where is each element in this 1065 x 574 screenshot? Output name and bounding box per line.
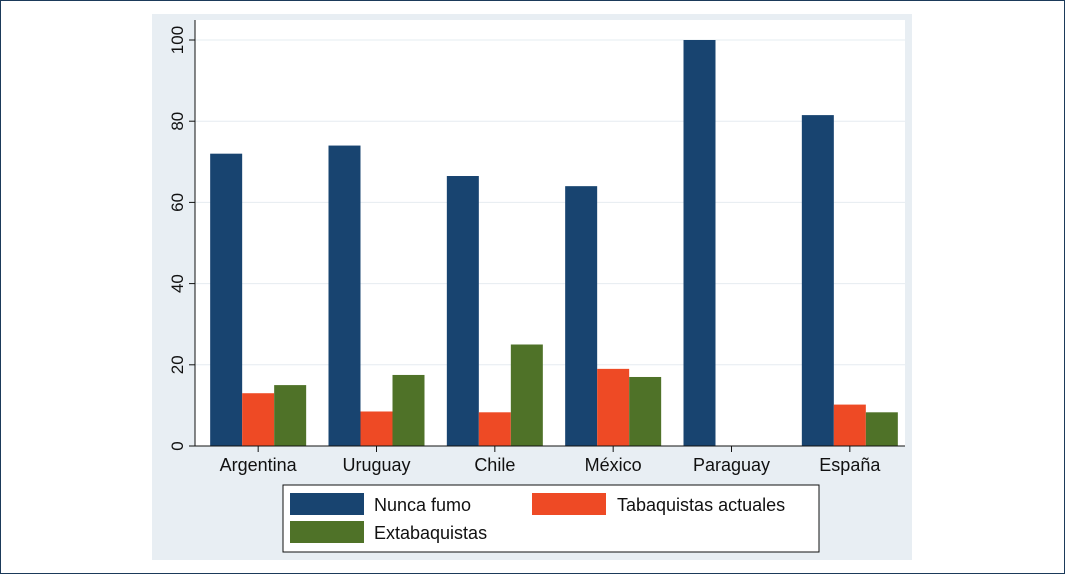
bar-tabaquistas-actuales [597,368,630,446]
x-tick-label: Chile [474,455,515,475]
legend-label-nunca-fumo: Nunca fumo [374,495,471,515]
y-tick-label: 0 [168,441,187,450]
bar-nunca-fumo [210,153,243,446]
y-axis: 0 20 40 60 80 100 [168,20,196,451]
gridlines [195,39,905,366]
plot-area [195,20,905,446]
bar-tabaquistas-actuales [360,411,393,446]
bar-extabaquistas [274,385,307,446]
legend-swatch-extabaquistas [290,521,364,543]
x-tick-label: Uruguay [342,455,410,475]
bar-tabaquistas-actuales [242,393,275,446]
x-tick-label: Argentina [220,455,298,475]
x-tick-label: España [819,455,881,475]
legend-label-extabaquistas: Extabaquistas [374,523,487,543]
legend-label-tabaquistas-actuales: Tabaquistas actuales [617,495,785,515]
y-tick-label: 100 [168,26,187,54]
bar-nunca-fumo [328,145,361,446]
bar-extabaquistas [392,374,425,446]
legend-swatch-nunca-fumo [290,493,364,515]
bar-nunca-fumo [446,176,479,446]
bar-nunca-fumo [565,186,598,446]
bar-tabaquistas-actuales [478,412,511,446]
bars [210,40,898,447]
x-tick-label: Paraguay [693,455,770,475]
bar-nunca-fumo [801,115,834,447]
bar-nunca-fumo [683,40,716,446]
x-tick-label: México [585,455,642,475]
y-tick-label: 20 [168,355,187,374]
y-tick-label: 40 [168,274,187,293]
y-tick-label: 80 [168,112,187,131]
legend: Nunca fumo Tabaquistas actuales Extabaqu… [282,484,820,553]
bar-extabaquistas [629,376,662,446]
y-tick-label: 60 [168,193,187,212]
bar-extabaquistas [510,344,543,446]
bar-extabaquistas [865,412,898,446]
legend-swatch-tabaquistas-actuales [532,493,606,515]
bar-tabaquistas-actuales [833,404,866,446]
x-axis: Argentina Uruguay Chile México Paraguay Españ… [195,445,905,475]
